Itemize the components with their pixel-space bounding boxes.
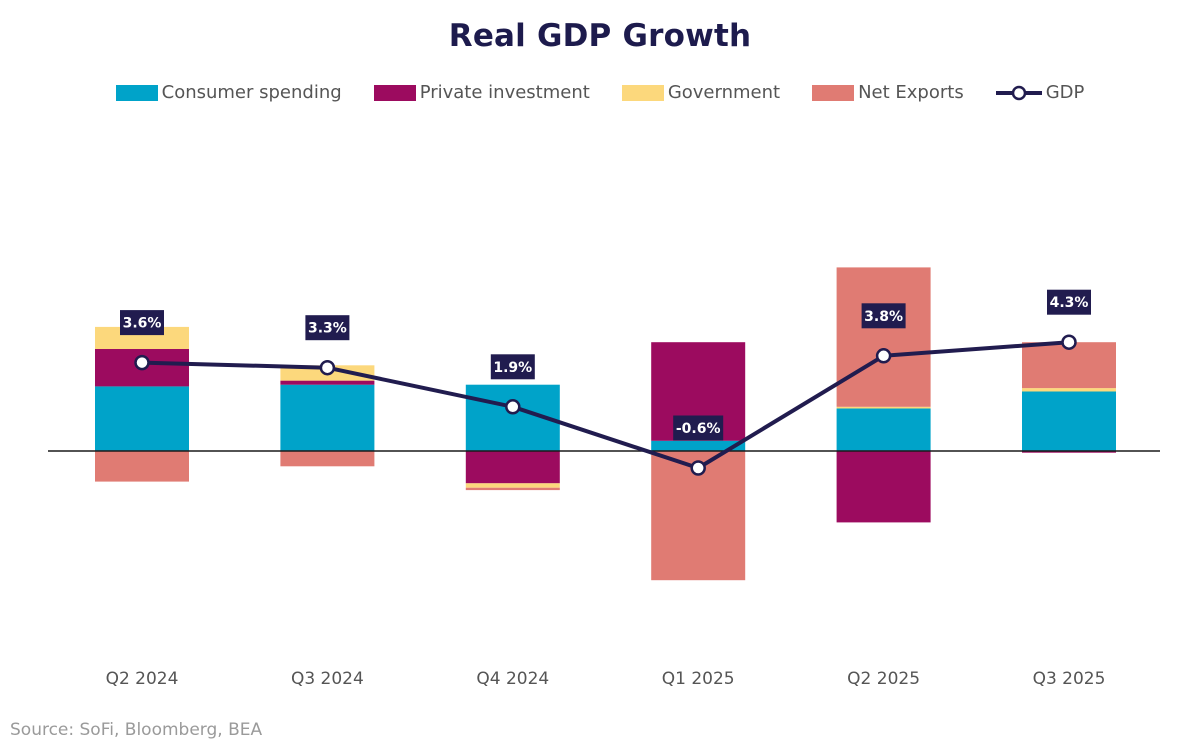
bar-investment-5	[1022, 451, 1116, 453]
bar-government-2	[465, 483, 560, 488]
gdp-point-0	[134, 354, 150, 371]
gdp-label-box-1	[305, 315, 350, 341]
gdp-label-0: 3.6%	[123, 316, 162, 332]
legend-swatch-gdp	[995, 85, 1042, 100]
legend-label-investment: Private investment	[419, 82, 590, 103]
gdp-point-3	[690, 460, 706, 476]
bar-net_exports-2	[465, 487, 560, 491]
x-tick-label-5: Q3 2025	[1033, 669, 1106, 689]
bar-investment-1	[280, 380, 375, 385]
gdp-label-3: -0.6%	[676, 421, 721, 437]
legend-swatch-net-exports	[812, 84, 855, 101]
legend-label-gdp: GDP	[1045, 82, 1085, 103]
x-tick-label-2: Q4 2024	[476, 669, 549, 689]
bar-investment-4	[836, 451, 931, 523]
x-tick-label-1: Q3 2024	[291, 669, 364, 689]
legend-item-net-exports: Net Exports	[812, 82, 964, 103]
bar-consumer-5	[1022, 391, 1116, 451]
gdp-point-2	[505, 399, 521, 415]
gdp-label-4: 3.8%	[864, 309, 903, 325]
legend-label-government: Government	[667, 82, 781, 103]
bar-consumer-1	[280, 384, 375, 451]
legend-label-consumer: Consumer spending	[161, 82, 342, 103]
legend-swatch-government	[621, 84, 664, 101]
chart-title: Real GDP Growth	[448, 18, 752, 54]
gdp-label-box-0	[120, 310, 164, 336]
legend-item-gdp: GDP	[995, 82, 1085, 103]
gdp-label-1: 3.3%	[308, 321, 347, 337]
gdp-label-box-2	[490, 354, 535, 380]
source-note: Source: SoFi, Bloomberg, BEA	[10, 720, 263, 740]
gdp-label-box-5	[1047, 289, 1091, 315]
bar-government-0	[95, 326, 189, 349]
x-tick-label-4: Q2 2025	[847, 669, 920, 689]
legend-swatch-consumer	[115, 84, 158, 101]
legend-item-consumer-spending: Consumer spending	[115, 82, 342, 103]
x-tick-label-0: Q2 2024	[106, 669, 179, 689]
bar-investment-2	[465, 451, 560, 484]
legend-item-private-investment: Private investment	[373, 82, 590, 103]
x-tick-label-3: Q1 2025	[662, 669, 735, 689]
gdp-point-1	[319, 359, 336, 376]
legend-item-government: Government	[621, 82, 781, 103]
bar-consumer-0	[95, 386, 189, 451]
gdp-line	[141, 340, 1070, 470]
bar-net_exports-0	[95, 451, 189, 482]
legend: Consumer spending Private investment Gov…	[0, 82, 1200, 103]
bar-net_exports-1	[280, 451, 375, 467]
legend-label-net-exports: Net Exports	[858, 82, 964, 103]
legend-swatch-investment	[373, 84, 416, 101]
gdp-label-5: 4.3%	[1050, 295, 1089, 311]
gdp-label-box-3	[673, 415, 724, 441]
bar-government-4	[836, 406, 931, 409]
gdp-label-box-4	[861, 303, 906, 329]
bar-government-5	[1022, 388, 1116, 392]
gdp-label-2: 1.9%	[493, 360, 532, 376]
gdp-point-4	[875, 348, 892, 364]
bar-net_exports-4	[836, 267, 931, 407]
gdp-point-5	[1061, 334, 1077, 350]
bar-consumer-3	[651, 440, 746, 451]
bar-consumer-4	[836, 408, 931, 451]
